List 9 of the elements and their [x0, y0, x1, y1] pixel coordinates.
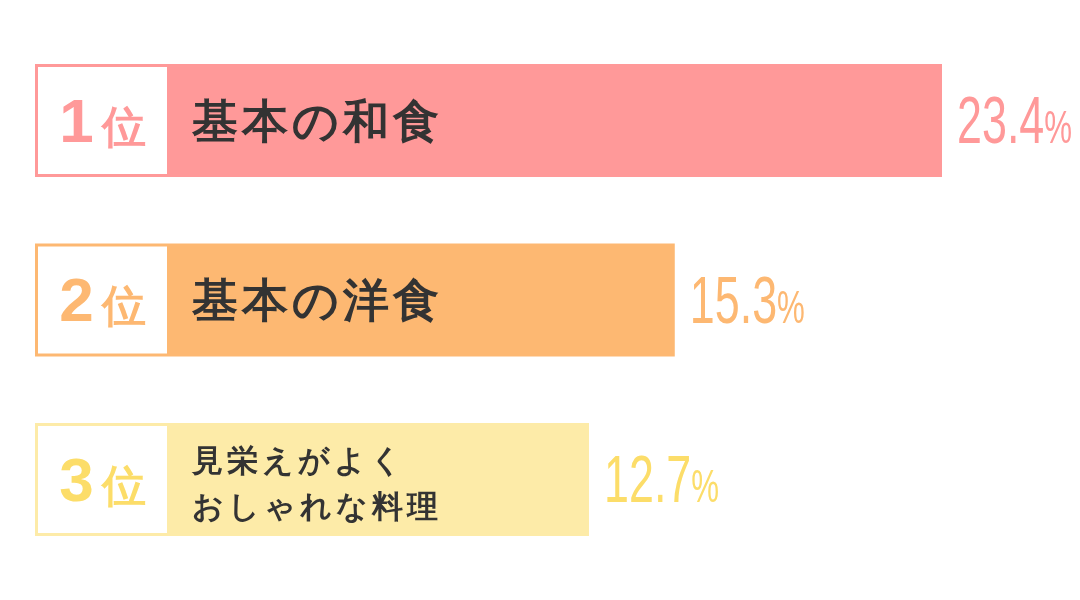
rank-label: 1位	[59, 85, 146, 155]
category-label: 基本の洋食	[192, 273, 443, 327]
category-label: 基本の和食	[192, 93, 443, 148]
value-label: 23.4%	[957, 83, 1073, 158]
rank-label: 3位	[59, 444, 146, 514]
value-label: 15.3%	[689, 262, 805, 337]
category-label: 見栄えがよくおしゃれな料理	[192, 441, 442, 524]
rank-label: 2位	[59, 265, 146, 334]
value-label: 12.7%	[604, 442, 720, 517]
